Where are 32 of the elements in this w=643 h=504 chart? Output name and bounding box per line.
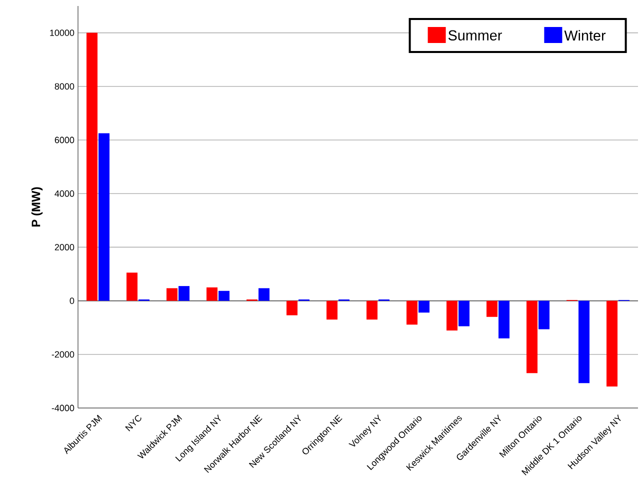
bar — [406, 300, 418, 325]
bar — [446, 300, 458, 331]
bar — [166, 288, 178, 301]
bar — [126, 272, 138, 301]
bar — [606, 300, 618, 387]
bar — [258, 288, 270, 301]
y-tick-label: -4000 — [52, 404, 74, 412]
bar — [178, 286, 190, 301]
y-tick-label: 0 — [70, 298, 74, 304]
bar — [538, 300, 550, 330]
bar — [206, 287, 218, 301]
bar — [86, 32, 98, 301]
y-tick-label: 8000 — [54, 83, 74, 90]
bar — [98, 133, 110, 301]
bar — [326, 300, 338, 320]
y-tick-label: 4000 — [54, 190, 74, 197]
y-tick-label: 10000 — [50, 30, 74, 36]
bar — [418, 300, 430, 313]
bar — [458, 300, 470, 326]
bar — [366, 300, 378, 320]
y-tick-label: 6000 — [54, 136, 74, 144]
bar — [218, 290, 230, 301]
y-tick-label: -2000 — [52, 351, 74, 358]
bar — [578, 300, 590, 384]
bar — [526, 300, 538, 374]
y-axis-title: P (MW) — [31, 187, 43, 227]
legend-label: Winter — [564, 30, 606, 41]
legend-label: Summer — [448, 30, 502, 40]
bar — [498, 300, 510, 338]
bar — [286, 300, 298, 316]
bar — [486, 300, 498, 317]
y-tick-label: 2000 — [54, 244, 74, 250]
